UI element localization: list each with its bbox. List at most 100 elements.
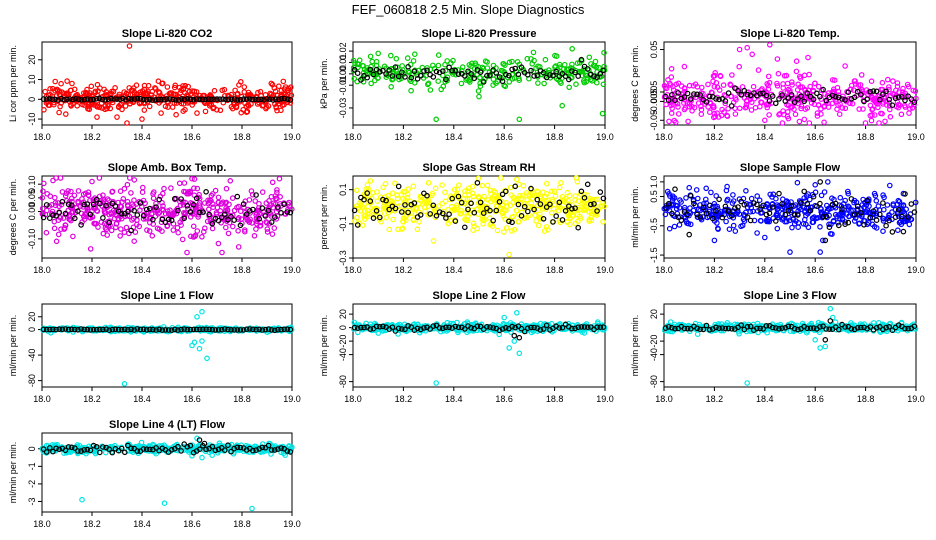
data-point (779, 210, 786, 217)
data-point (697, 92, 704, 98)
data-point (766, 218, 773, 225)
data-point (287, 209, 294, 216)
series-selected (662, 85, 918, 109)
data-point (399, 225, 406, 232)
data-point (392, 180, 398, 187)
data-point (61, 96, 67, 103)
data-point (675, 104, 681, 110)
data-point (51, 225, 58, 232)
data-point (182, 106, 188, 113)
data-point (141, 107, 148, 113)
data-point (821, 103, 827, 110)
data-point (224, 207, 231, 214)
data-point (490, 67, 497, 73)
data-point-outlier (599, 110, 606, 117)
data-point (46, 96, 53, 102)
data-point-outlier (900, 228, 907, 235)
data-point (228, 326, 234, 333)
data-point (714, 225, 721, 232)
data-point (530, 49, 537, 56)
data-point (793, 68, 800, 75)
data-point (350, 57, 357, 64)
data-point (402, 202, 408, 208)
data-point (878, 86, 884, 93)
data-point (112, 203, 119, 209)
data-point (873, 88, 880, 95)
data-point (439, 68, 446, 74)
data-point (231, 96, 238, 102)
data-point (427, 66, 434, 73)
data-point (732, 205, 738, 211)
data-point (550, 198, 556, 205)
data-point (848, 207, 854, 214)
data-point (162, 219, 169, 226)
data-point (109, 326, 116, 333)
data-point (275, 83, 282, 90)
data-point (810, 193, 817, 200)
y-axis-label: ml/min per min. (630, 315, 640, 377)
data-point (691, 104, 698, 111)
data-point (125, 208, 131, 215)
data-point (178, 96, 185, 102)
data-point (55, 231, 62, 238)
data-point (718, 211, 725, 218)
x-tick-label: 18.6 (495, 132, 513, 142)
data-point (763, 211, 770, 218)
data-point (857, 82, 864, 88)
data-point (560, 202, 567, 208)
data-point-outlier (139, 116, 145, 122)
data-point (862, 120, 869, 126)
data-point (81, 326, 88, 333)
data-point (848, 196, 855, 202)
data-point (529, 60, 536, 67)
data-point (177, 219, 184, 226)
x-tick-label: 19.0 (907, 394, 925, 404)
data-point (464, 196, 471, 202)
data-point (117, 213, 124, 220)
data-point (743, 104, 750, 110)
data-point (163, 93, 170, 99)
data-point (167, 96, 173, 102)
data-point (551, 188, 558, 195)
x-tick-label: 18.6 (495, 394, 513, 404)
data-point (524, 55, 531, 62)
data-point (398, 326, 405, 332)
data-point (209, 220, 216, 227)
y-tick-label: 0.05 (649, 41, 659, 59)
data-point (535, 222, 542, 229)
data-point (181, 215, 188, 222)
data-point (398, 69, 405, 76)
data-point (56, 109, 62, 116)
x-tick-label: 18.2 (83, 265, 101, 275)
data-point (263, 219, 270, 225)
data-point (131, 197, 137, 204)
data-point (370, 71, 377, 78)
data-point (243, 96, 250, 103)
data-point (114, 96, 120, 103)
data-point (757, 210, 764, 216)
data-point (237, 208, 244, 215)
data-point (190, 234, 197, 240)
data-point (713, 96, 719, 102)
data-point (50, 326, 56, 333)
data-point (911, 101, 917, 108)
data-point (572, 205, 578, 212)
data-point (846, 213, 852, 219)
data-point (181, 210, 187, 216)
x-tick-label: 18.2 (395, 394, 413, 404)
data-point (794, 179, 801, 186)
x-tick-label: 18.6 (183, 132, 201, 142)
data-point (85, 189, 92, 196)
data-point (535, 189, 541, 195)
data-point (687, 221, 694, 228)
data-point (810, 219, 817, 226)
data-point (227, 212, 233, 219)
data-point (707, 99, 713, 106)
data-point-outlier (822, 237, 829, 244)
data-point (143, 97, 150, 103)
data-point (725, 105, 731, 112)
data-point (691, 200, 697, 207)
chart-title: Slope Line 2 Flow (433, 290, 526, 302)
data-point (130, 87, 136, 94)
